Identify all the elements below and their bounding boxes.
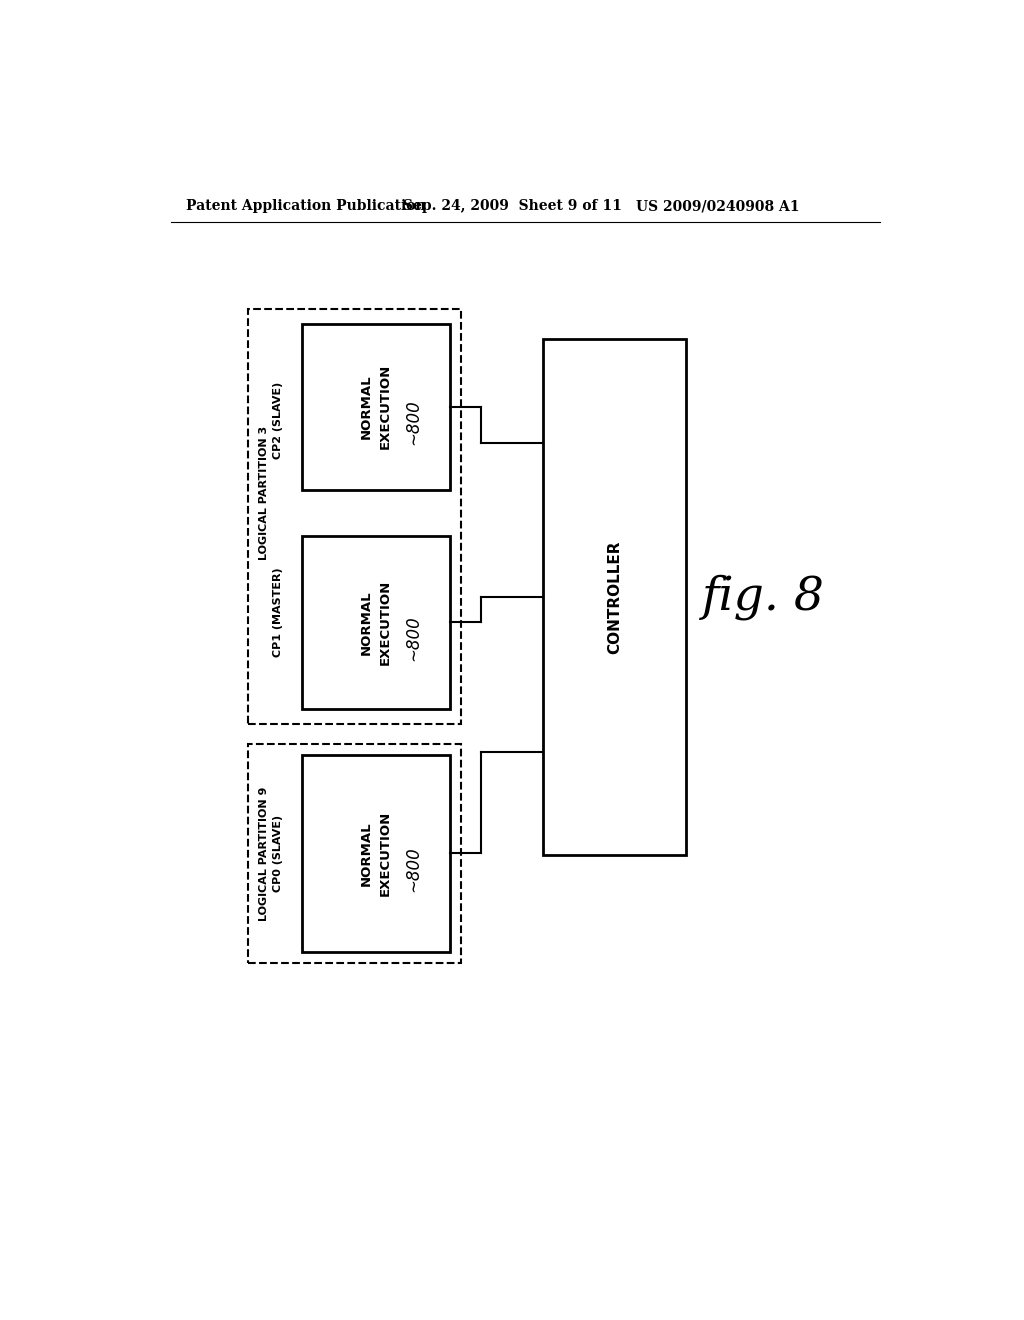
Bar (248, 743, 461, 964)
Text: NORMAL: NORMAL (360, 375, 373, 440)
Bar (248, 309, 461, 725)
Text: CP1 (MASTER): CP1 (MASTER) (272, 568, 283, 657)
Text: fig. 8: fig. 8 (702, 574, 825, 620)
Text: Patent Application Publication: Patent Application Publication (186, 199, 426, 213)
Text: ∼800: ∼800 (404, 846, 422, 891)
Text: ∼800: ∼800 (404, 615, 422, 660)
Text: LOGICAL PARTITION 3: LOGICAL PARTITION 3 (259, 426, 268, 561)
Text: CP2 (SLAVE): CP2 (SLAVE) (272, 383, 283, 459)
Text: Sep. 24, 2009  Sheet 9 of 11: Sep. 24, 2009 Sheet 9 of 11 (403, 199, 622, 213)
Text: EXECUTION: EXECUTION (379, 579, 392, 665)
Bar (302, 323, 450, 490)
Text: EXECUTION: EXECUTION (379, 364, 392, 449)
Bar (543, 339, 686, 855)
Text: CONTROLLER: CONTROLLER (607, 541, 622, 653)
Text: US 2009/0240908 A1: US 2009/0240908 A1 (636, 199, 799, 213)
Text: LOGICAL PARTITION 9: LOGICAL PARTITION 9 (259, 787, 268, 920)
Text: CP0 (SLAVE): CP0 (SLAVE) (272, 814, 283, 892)
Text: NORMAL: NORMAL (360, 590, 373, 655)
Text: ∼800: ∼800 (404, 399, 422, 445)
Text: EXECUTION: EXECUTION (379, 810, 392, 896)
Text: NORMAL: NORMAL (360, 821, 373, 886)
Bar (302, 755, 450, 952)
Bar (302, 536, 450, 709)
